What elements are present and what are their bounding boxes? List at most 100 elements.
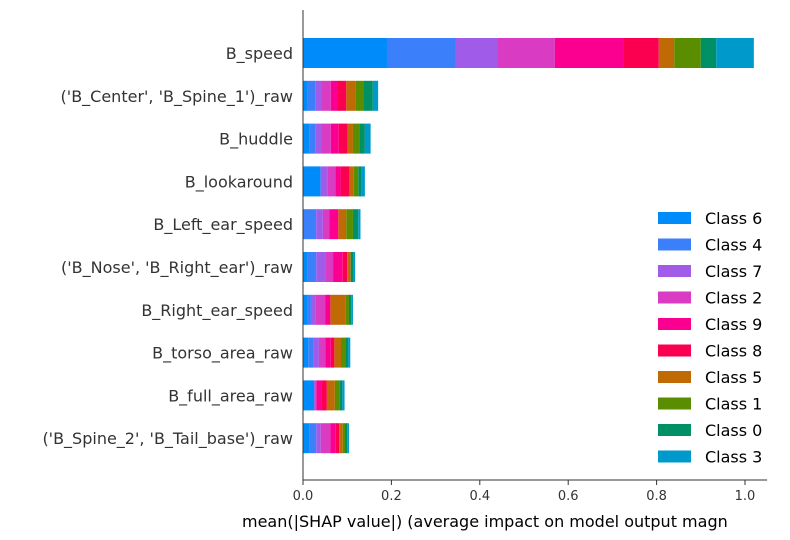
x-tick-label: 0.4	[469, 489, 490, 504]
bar-segment	[307, 294, 311, 325]
bar-segment	[348, 337, 351, 368]
bar-segment	[314, 380, 317, 411]
bar-segment	[335, 166, 341, 197]
bar-segment	[339, 423, 343, 454]
bar-segment	[345, 294, 349, 325]
bar-segment	[322, 209, 330, 240]
legend-swatch	[658, 424, 691, 436]
legend-swatch	[658, 318, 691, 330]
bar-segment	[315, 123, 323, 154]
bar-segment	[326, 380, 335, 411]
bar-segment	[347, 252, 351, 282]
category-label: ('B_Nose', 'B_Right_ear')_raw	[61, 258, 293, 278]
bar-segment	[321, 380, 327, 411]
bar-segment	[303, 423, 310, 454]
bar-segment	[303, 380, 315, 411]
bar-segment	[303, 38, 387, 68]
bar-segment	[325, 337, 331, 368]
bar-segment	[303, 80, 308, 111]
bar-segment	[361, 166, 365, 197]
bar-segment	[344, 423, 348, 454]
bars-group	[303, 38, 754, 454]
bar-segment	[658, 38, 675, 68]
bar-segment	[341, 337, 346, 368]
bar-segment	[325, 252, 334, 282]
bar-segment	[307, 80, 316, 111]
bar-segment	[309, 123, 316, 154]
bar-segment	[342, 423, 345, 454]
bar-segment	[303, 294, 308, 325]
bar-segment	[308, 337, 314, 368]
bar-segment	[315, 294, 326, 325]
bar-segment	[358, 209, 361, 240]
bar-segment	[329, 209, 339, 240]
bar-segment	[327, 166, 336, 197]
bar-segment	[303, 337, 309, 368]
bar-segment	[330, 123, 339, 154]
bar-segment	[372, 80, 379, 111]
bar-segment	[364, 123, 371, 154]
bar-segment	[322, 123, 331, 154]
bar-segment	[325, 294, 331, 325]
x-tick-label: 0.2	[381, 489, 402, 504]
bar-segment	[307, 252, 317, 282]
bar-segment	[337, 80, 347, 111]
category-label: B_huddle	[219, 130, 293, 150]
legend-entry-label: Class 0	[705, 421, 762, 440]
legend-swatch	[658, 371, 691, 383]
bar-segment	[351, 294, 353, 325]
legend-swatch	[658, 397, 691, 410]
bar-segment	[335, 423, 340, 454]
bar-segment	[313, 337, 319, 368]
bar-segment	[455, 38, 498, 68]
category-label: B_speed	[226, 44, 293, 64]
bar-segment	[318, 337, 326, 368]
bar-segment	[348, 294, 352, 325]
bar-segment	[347, 123, 353, 154]
bar-segment	[316, 209, 323, 240]
bar-segment	[320, 166, 328, 197]
bar-segment	[623, 38, 659, 68]
bar-segment	[352, 209, 359, 240]
bar-segment	[674, 38, 701, 68]
category-label: B_lookaround	[185, 172, 293, 192]
bar-segment	[316, 423, 321, 454]
category-label: B_torso_area_raw	[152, 344, 293, 364]
bar-segment	[339, 380, 343, 411]
legend-entry-label: Class 3	[705, 448, 762, 467]
legend-entry-label: Class 7	[705, 262, 762, 281]
bar-segment	[338, 209, 347, 240]
bar-segment	[342, 380, 345, 411]
bar-segment	[330, 423, 336, 454]
category-label: B_Left_ear_speed	[153, 215, 293, 235]
bar-segment	[363, 80, 373, 111]
bar-segment	[315, 80, 323, 111]
bar-segment	[334, 337, 342, 368]
bar-segment	[303, 123, 310, 154]
x-tick-label: 0.6	[558, 489, 579, 504]
bar-segment	[310, 294, 316, 325]
category-label: B_full_area_raw	[168, 386, 293, 406]
legend-entry-label: Class 8	[705, 342, 762, 361]
bar-segment	[316, 252, 326, 282]
bar-segment	[334, 380, 340, 411]
bar-segment	[355, 80, 364, 111]
bar-segment	[349, 166, 354, 197]
category-label: B_Right_ear_speed	[141, 301, 293, 321]
legend-swatch	[658, 291, 691, 304]
bar-segment	[330, 80, 338, 111]
legend-entry-label: Class 4	[705, 236, 762, 255]
bar-segment	[350, 252, 354, 282]
bar-segment	[358, 166, 362, 197]
bar-segment	[716, 38, 754, 68]
legend-entry-label: Class 2	[705, 289, 762, 308]
x-tick-label: 0.8	[646, 489, 667, 504]
legend-entry-label: Class 6	[705, 209, 762, 228]
legend-swatch	[658, 344, 691, 357]
legend-entry-label: Class 9	[705, 315, 762, 334]
bar-segment	[352, 123, 360, 154]
legend-swatch	[658, 238, 691, 251]
bar-segment	[303, 252, 308, 282]
bar-segment	[309, 423, 317, 454]
